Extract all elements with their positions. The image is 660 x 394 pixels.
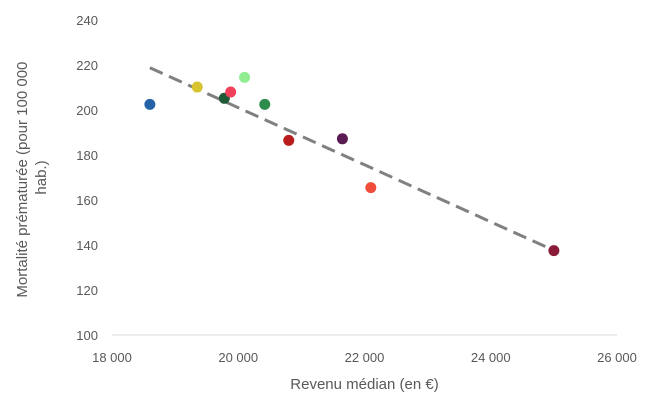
y-axis-title-line-1: Mortalité prématurée (pour 100 000 xyxy=(14,62,31,298)
data-point xyxy=(336,133,348,145)
y-tick-label: 100 xyxy=(76,328,98,343)
y-tick-label: 120 xyxy=(76,283,98,298)
data-point xyxy=(225,86,237,98)
data-point xyxy=(239,71,251,83)
y-tick-label: 160 xyxy=(76,193,98,208)
y-axis-title: Mortalité prématurée (pour 100 000 hab.) xyxy=(14,57,50,297)
data-point xyxy=(365,182,377,194)
data-point xyxy=(548,245,560,257)
x-axis-title: Revenu médian (en €) xyxy=(290,376,438,393)
data-point xyxy=(191,81,203,93)
data-point xyxy=(259,98,271,110)
y-tick-label: 200 xyxy=(76,103,98,118)
data-point xyxy=(283,134,295,146)
x-axis-ticks: 18 000 20 000 22 000 24 000 26 000 xyxy=(92,350,637,365)
x-tick-label: 26 000 xyxy=(597,350,637,365)
data-point xyxy=(144,98,156,110)
x-tick-label: 18 000 xyxy=(92,350,132,365)
x-tick-label: 20 000 xyxy=(218,350,258,365)
y-tick-label: 140 xyxy=(76,238,98,253)
data-points xyxy=(144,71,560,257)
x-tick-label: 22 000 xyxy=(345,350,385,365)
y-tick-label: 220 xyxy=(76,58,98,73)
y-tick-label: 240 xyxy=(76,13,98,28)
trendline xyxy=(149,66,555,252)
x-tick-label: 24 000 xyxy=(471,350,511,365)
y-axis-title-line-2: hab.) xyxy=(33,160,50,194)
y-axis-ticks: 100 120 140 160 180 200 220 240 xyxy=(76,13,98,343)
y-tick-label: 180 xyxy=(76,148,98,163)
